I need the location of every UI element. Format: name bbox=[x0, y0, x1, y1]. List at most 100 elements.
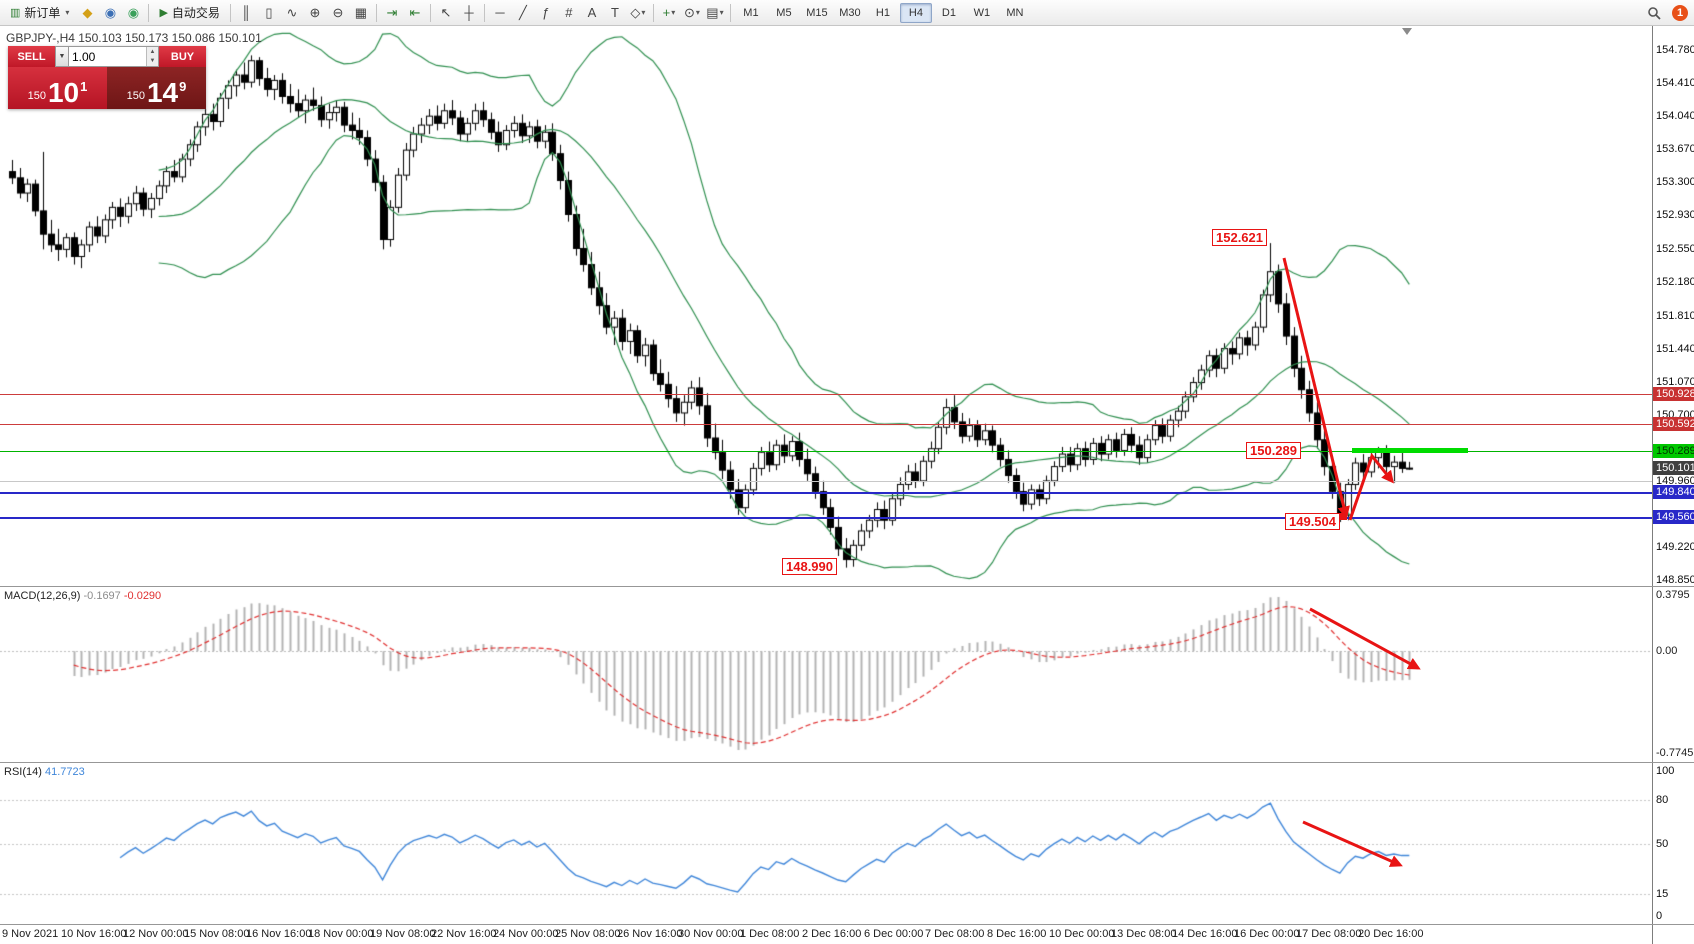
buy-price-display[interactable]: 150 14 9 bbox=[107, 67, 206, 109]
text-label-icon[interactable]: T bbox=[610, 5, 619, 20]
price-annotation-label[interactable]: 152.621 bbox=[1212, 229, 1267, 246]
dropdown-caret-icon: ▾ bbox=[695, 8, 700, 17]
dropdown-caret-icon: ▾ bbox=[641, 8, 646, 17]
zoom-out-icon[interactable]: ⊖ bbox=[332, 4, 344, 20]
rsi-canvas[interactable] bbox=[0, 763, 1652, 924]
chart-plot-area[interactable]: GBPJPY-,H4 150.103 150.173 150.086 150.1… bbox=[0, 26, 1652, 944]
rsi-value: 41.7723 bbox=[44, 766, 85, 778]
time-scale-label: 2 Dec 16:00 bbox=[802, 928, 862, 940]
level-line-149.960[interactable] bbox=[0, 481, 1652, 482]
sell-price-prefix: 150 bbox=[27, 90, 46, 102]
bar-chart-icon[interactable]: ║ bbox=[241, 5, 251, 20]
templates-icon[interactable]: ▤ ▾ bbox=[706, 4, 724, 20]
shapes-icon[interactable]: ◇ ▾ bbox=[630, 4, 646, 20]
timeframe-w1[interactable]: W1 bbox=[973, 6, 991, 19]
grid-icon[interactable]: # bbox=[565, 5, 573, 20]
rsi-scale-label: 15 bbox=[1656, 888, 1669, 901]
fibonacci-icon[interactable]: ƒ bbox=[542, 5, 550, 20]
new-order-button-label: 新订单 bbox=[24, 6, 61, 20]
macd-indicator-label: MACD(12,26,9) -0.1697 -0.0290 bbox=[4, 590, 161, 602]
sell-button[interactable]: SELL bbox=[8, 46, 55, 67]
timeframe-m1[interactable]: M1 bbox=[743, 6, 759, 19]
sell-price-big: 10 bbox=[47, 77, 80, 108]
chart-shift-icon[interactable]: ⇤ bbox=[409, 4, 421, 20]
level-line-149.560[interactable] bbox=[0, 517, 1652, 519]
time-scale-label: 16 Dec 00:00 bbox=[1234, 928, 1300, 940]
price-chart-canvas[interactable] bbox=[0, 26, 1652, 586]
rsi-scale-label: 80 bbox=[1656, 794, 1669, 806]
sell-price-pipette: 1 bbox=[80, 79, 88, 94]
horizontal-line-icon[interactable]: ─ bbox=[495, 5, 505, 20]
price-annotation-label[interactable]: 149.504 bbox=[1285, 513, 1340, 530]
timeframe-h1[interactable]: H1 bbox=[875, 6, 890, 19]
trendline-icon[interactable]: ╱ bbox=[519, 4, 527, 20]
level-line-150.289[interactable] bbox=[0, 451, 1652, 452]
level-line-149.840[interactable] bbox=[0, 492, 1652, 494]
price-annotation-label[interactable]: 150.289 bbox=[1246, 442, 1301, 459]
rsi-scale-label: 100 bbox=[1656, 765, 1675, 777]
timeframe-mn[interactable]: MN bbox=[1006, 6, 1024, 19]
annotation-handle[interactable] bbox=[1340, 513, 1347, 520]
panel-divider-rsi[interactable] bbox=[0, 762, 1694, 763]
buy-button[interactable]: BUY bbox=[159, 46, 206, 67]
timeframe-m15[interactable]: M15 bbox=[806, 6, 828, 19]
price-scale-label: 154.410 bbox=[1656, 77, 1694, 90]
trend-arrow-small[interactable] bbox=[1348, 452, 1394, 521]
timeframe-d1[interactable]: D1 bbox=[941, 6, 956, 19]
cursor-icon[interactable]: ↖ bbox=[440, 4, 452, 20]
rsi-scale-label: 0 bbox=[1656, 910, 1663, 922]
crosshair-icon[interactable]: ┼ bbox=[464, 5, 474, 20]
line-chart-icon[interactable]: ∿ bbox=[286, 4, 298, 20]
sell-price-display[interactable]: 150 10 1 bbox=[8, 67, 107, 109]
macd-signal-value: -0.0290 bbox=[123, 590, 162, 602]
zoom-in-icon[interactable]: ⊕ bbox=[309, 4, 321, 20]
trend-arrow-macd[interactable] bbox=[1309, 607, 1421, 670]
toolbar-separator bbox=[729, 3, 731, 22]
candlestick-chart-icon[interactable]: ▯ bbox=[265, 4, 273, 20]
rsi-scale-label: 50 bbox=[1656, 837, 1669, 850]
search-icon[interactable] bbox=[1643, 3, 1665, 23]
time-scale-label: 8 Dec 16:00 bbox=[987, 928, 1047, 940]
marketplace-icon[interactable]: ◉ bbox=[127, 4, 140, 20]
macd-scale-min: -0.7745 bbox=[1656, 747, 1694, 759]
time-scale-label: 1 Dec 08:00 bbox=[740, 928, 800, 940]
time-scale[interactable]: 9 Nov 2021 10 Nov 16:00 12 Nov 00:00 15 Nov… bbox=[0, 925, 1652, 944]
chart-shift-marker[interactable] bbox=[1402, 28, 1412, 35]
tile-windows-icon[interactable]: ▦ bbox=[354, 4, 368, 20]
trend-arrow-main[interactable] bbox=[1282, 257, 1350, 520]
toolbar-separator bbox=[429, 3, 431, 22]
macd-canvas[interactable] bbox=[0, 587, 1652, 762]
price-scale-label: 152.930 bbox=[1656, 209, 1694, 222]
trend-arrow-rsi[interactable] bbox=[1302, 820, 1403, 867]
level-line-150.592[interactable] bbox=[0, 424, 1652, 425]
indicators-icon[interactable]: + ▾ bbox=[662, 5, 676, 20]
volume-down-icon[interactable]: ▼ bbox=[147, 56, 158, 66]
timeframe-m30[interactable]: M30 bbox=[839, 6, 861, 19]
highlight-level-segment[interactable] bbox=[1352, 448, 1468, 453]
metaeditor-icon[interactable]: ◆ bbox=[82, 4, 93, 20]
price-scale[interactable]: 0.3795 0.00 -0.7745 100 80 50 15 0 154.780 154… bbox=[1652, 26, 1694, 944]
time-scale-label: 25 Nov 08:00 bbox=[555, 928, 621, 940]
price-annotation-label[interactable]: 148.990 bbox=[782, 558, 837, 575]
autotrading-button[interactable]: ▶ 自动交易 bbox=[153, 3, 225, 23]
auto-scroll-icon[interactable]: ⇥ bbox=[386, 4, 398, 20]
help-icon[interactable]: ◉ bbox=[104, 4, 117, 20]
timeframe-h4[interactable]: H4 bbox=[899, 2, 932, 23]
toolbar-items: ▥ 新订单 ▾ ◆ ◉ ◉ ▶ 自动交易 ║ ▯ ∿ ⊕ ⊖ ▦ ⇥ ⇤ ↖ ┼ ─ ╱ ƒ # A T ◇ ▾ + ▾ ⊙ ▾ ▤ ▾ M1 M… bbox=[4, 2, 1031, 23]
text-icon[interactable]: A bbox=[587, 5, 597, 20]
timeframe-m5[interactable]: M5 bbox=[776, 6, 792, 19]
new-order-button[interactable]: ▥ 新订单 ▾ bbox=[4, 3, 75, 23]
dropdown-caret-icon: ▾ bbox=[719, 8, 724, 17]
panel-divider-macd[interactable] bbox=[0, 586, 1694, 587]
time-scale-label: 6 Dec 00:00 bbox=[864, 928, 924, 940]
volume-up-icon[interactable]: ▲ bbox=[147, 47, 158, 57]
macd-scale-zero: 0.00 bbox=[1656, 645, 1678, 658]
notification-badge[interactable]: 1 bbox=[1672, 4, 1688, 21]
price-marker-label: 150.928 bbox=[1653, 387, 1694, 402]
periods-icon[interactable]: ⊙ ▾ bbox=[683, 4, 700, 20]
time-scale-label: 14 Dec 16:00 bbox=[1172, 928, 1238, 940]
toolbar-right: 1 bbox=[1643, 3, 1690, 23]
level-line-150.928[interactable] bbox=[0, 394, 1652, 395]
volume-input[interactable] bbox=[69, 47, 146, 66]
volume-dropdown[interactable]: ▼ bbox=[55, 46, 69, 67]
